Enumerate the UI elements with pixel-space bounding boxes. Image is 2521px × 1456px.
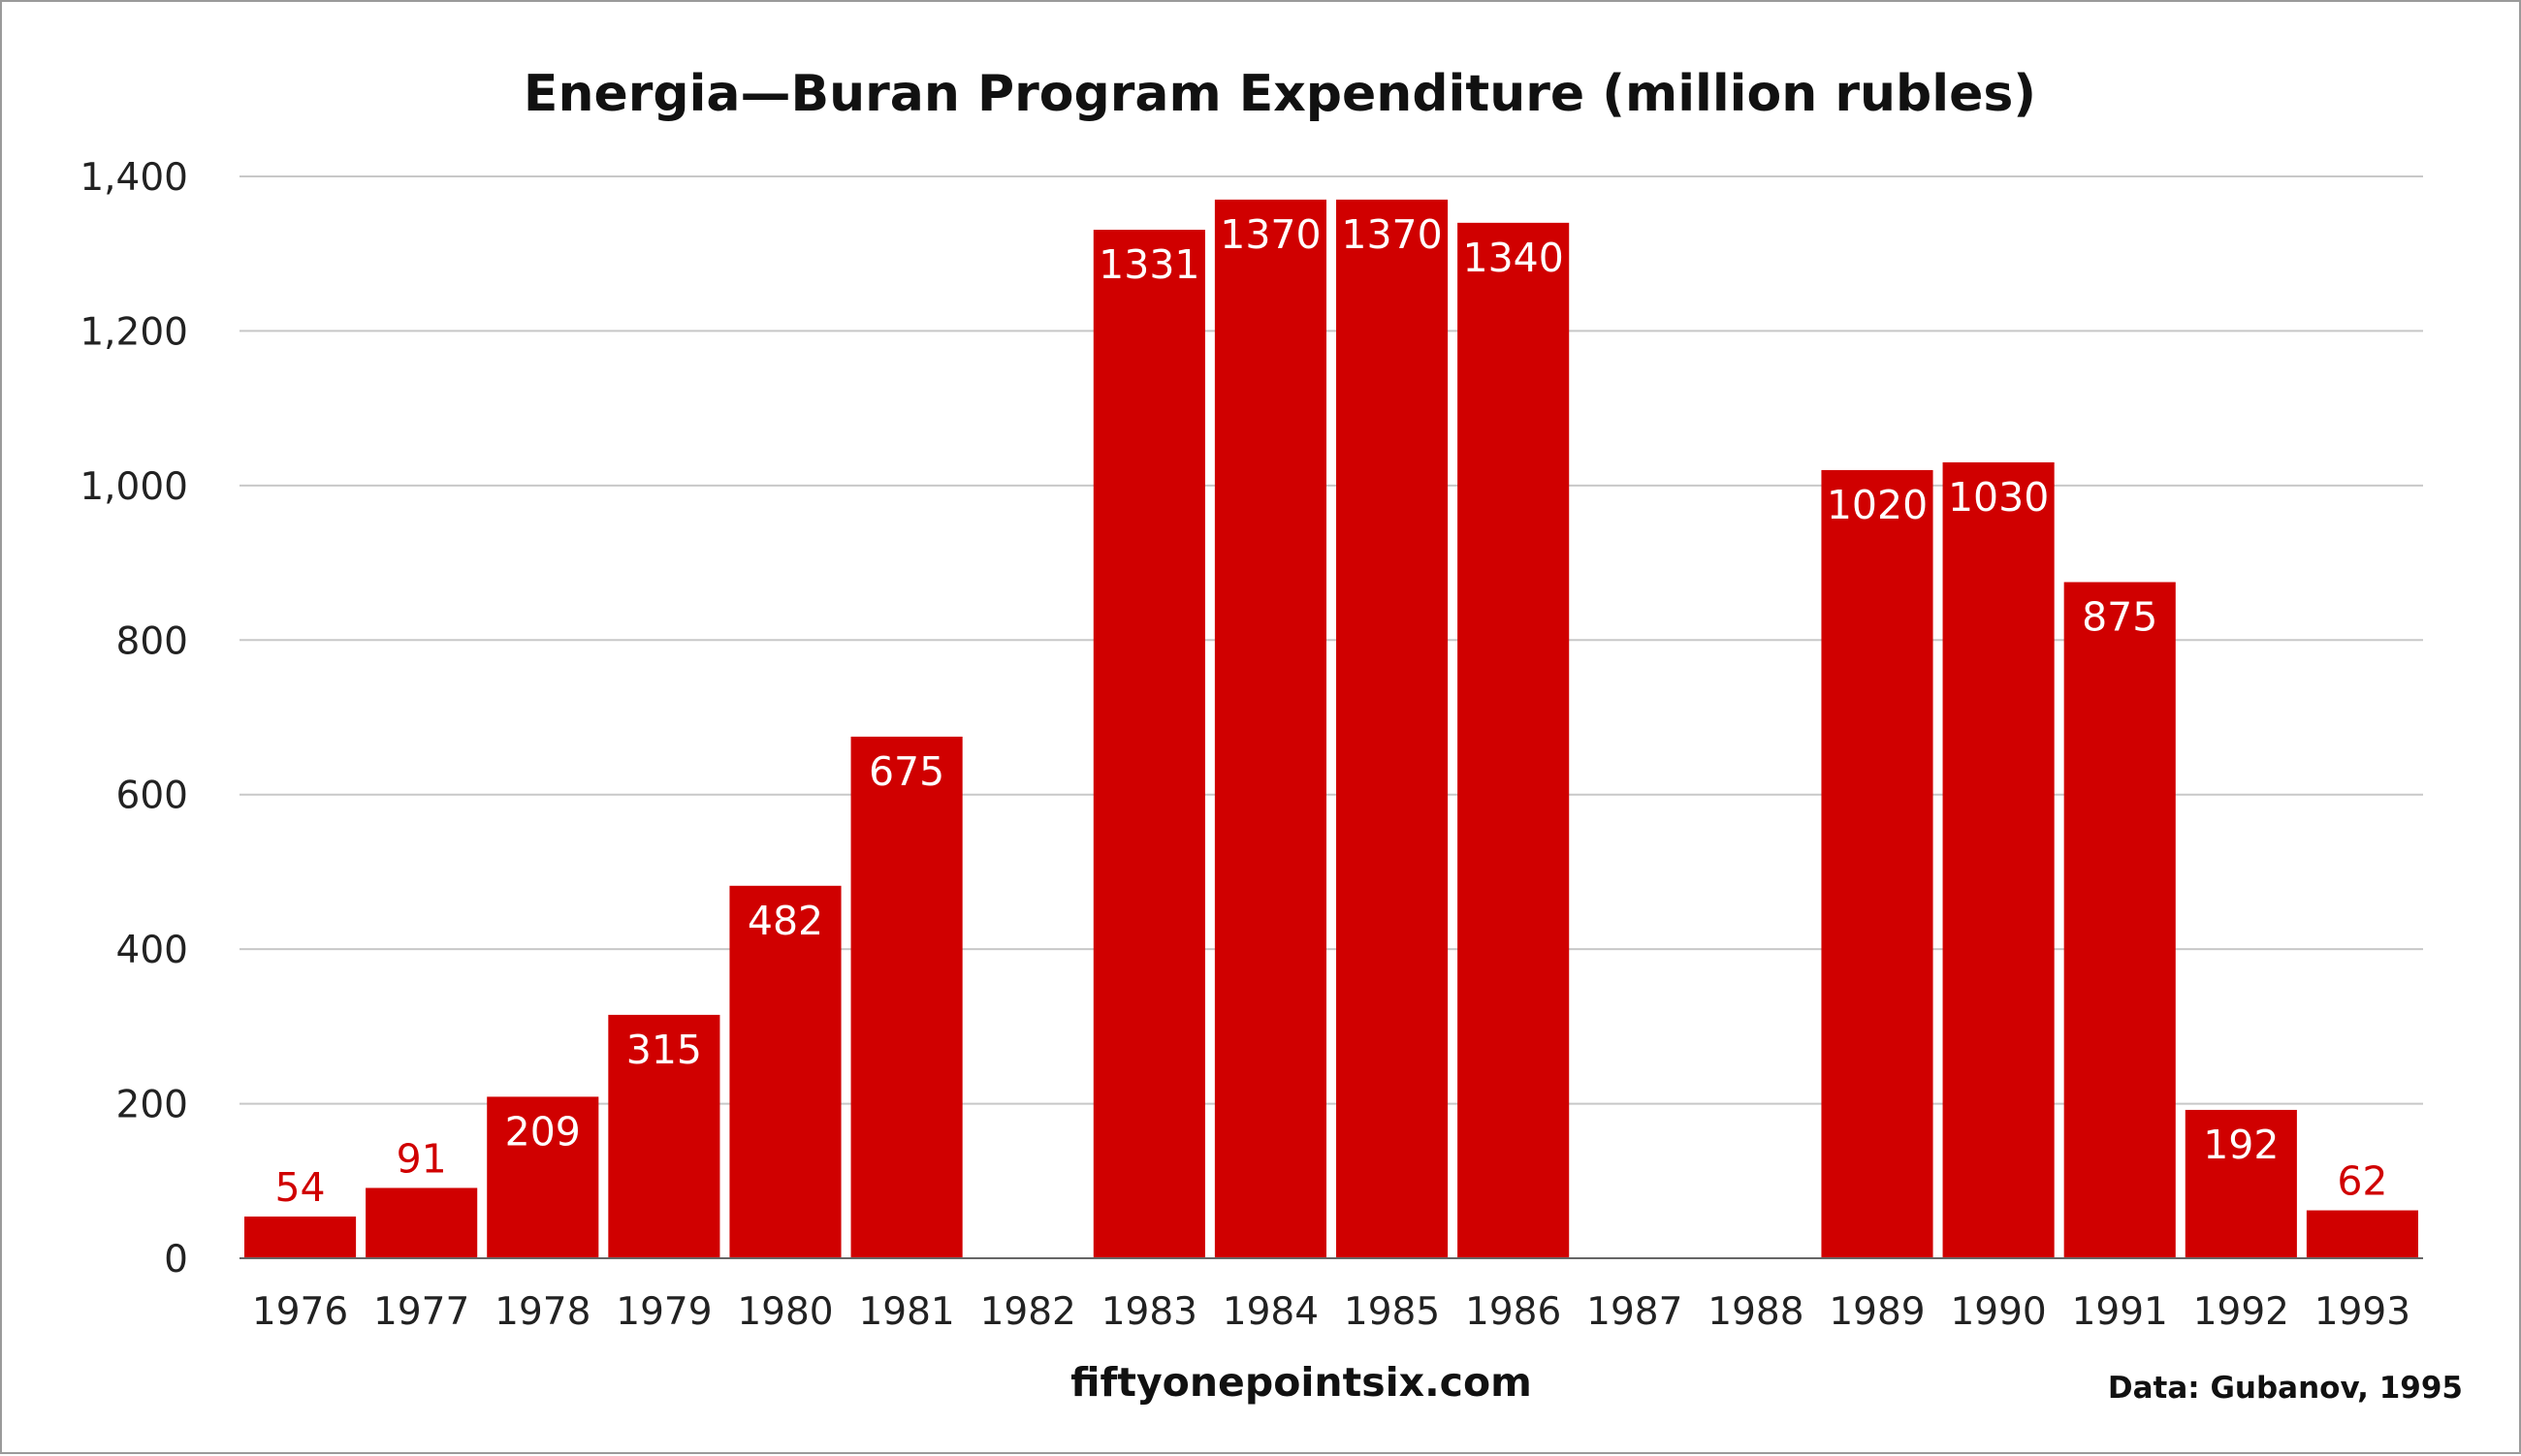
bar-1983 [1093,230,1205,1259]
y-tick-label: 1,000 [80,465,188,509]
y-tick-label: 400 [116,929,188,972]
bar-1986 [1457,222,1570,1258]
data-label-1984: 1370 [1220,211,1321,258]
bar-1979 [608,1014,720,1258]
data-label-1990: 1030 [1948,474,2049,521]
x-tick-label: 1992 [2193,1290,2289,1334]
x-tick-label: 1983 [1101,1290,1197,1334]
data-label-1989: 1020 [1827,482,1928,528]
y-tick-label: 0 [164,1238,188,1282]
data-label-1986: 1340 [1462,235,1563,281]
bar-1991 [2063,582,2176,1258]
bar-1989 [1821,469,1933,1258]
data-label-1980: 482 [748,898,823,944]
x-tick-label: 1980 [737,1290,833,1334]
website-credit: fiftyonepointsix.com [1070,1359,1532,1406]
bar-1981 [850,736,963,1258]
gridlines [239,175,2423,1105]
data-source: Data: Gubanov, 1995 [2108,1371,2463,1406]
x-tick-label: 1986 [1465,1290,1561,1334]
y-axis-ticks: 0 200 400 600 800 1,000 1,200 1,400 [80,156,188,1282]
data-label-1977: 91 [397,1135,447,1182]
y-tick-label: 1,400 [80,156,188,200]
data-label-1981: 675 [869,748,944,795]
chart-title: Energia—Buran Program Expenditure (milli… [524,65,2036,123]
data-labels: 54 91 209 315 482 675 1331 1370 1370 1340 1020 1030… [274,211,2387,1211]
bar-1993 [2306,1210,2418,1258]
x-tick-label: 1988 [1707,1290,1803,1334]
bar-1984 [1214,199,1326,1258]
x-tick-label: 1985 [1344,1290,1440,1334]
data-label-1991: 875 [2082,594,2157,641]
bars [244,199,2418,1259]
x-tick-label: 1990 [1950,1290,2046,1334]
bar-1976 [244,1216,357,1258]
bar-1990 [1942,461,2055,1258]
y-tick-label: 200 [116,1084,188,1127]
bar-1977 [366,1187,478,1258]
data-label-1993: 62 [2337,1158,2387,1205]
bar-1992 [2185,1109,2297,1258]
data-label-1983: 1331 [1099,241,1199,288]
x-tick-label: 1977 [373,1290,469,1334]
data-label-1992: 192 [2203,1122,2279,1168]
x-tick-label: 1979 [616,1290,712,1334]
x-tick-label: 1978 [495,1290,590,1334]
x-tick-label: 1991 [2072,1290,2168,1334]
data-label-1978: 209 [505,1108,581,1155]
x-tick-label: 1989 [1829,1290,1925,1334]
data-label-1976: 54 [274,1164,325,1211]
x-tick-label: 1976 [252,1290,348,1334]
x-tick-label: 1987 [1586,1290,1682,1334]
y-tick-label: 600 [116,775,188,818]
x-tick-label: 1981 [858,1290,954,1334]
bar-1978 [487,1096,599,1258]
x-tick-label: 1984 [1223,1290,1319,1334]
data-label-1985: 1370 [1341,211,1442,258]
data-label-1979: 315 [626,1027,702,1073]
x-tick-label: 1993 [2314,1290,2410,1334]
x-axis-ticks: 1976 1977 1978 1979 1980 1981 1982 1983 1984 1985… [252,1290,2410,1334]
x-tick-label: 1982 [980,1290,1076,1334]
bar-1980 [729,885,842,1258]
y-tick-label: 1,200 [80,310,188,354]
bar-1985 [1336,199,1449,1258]
y-tick-label: 800 [116,619,188,663]
